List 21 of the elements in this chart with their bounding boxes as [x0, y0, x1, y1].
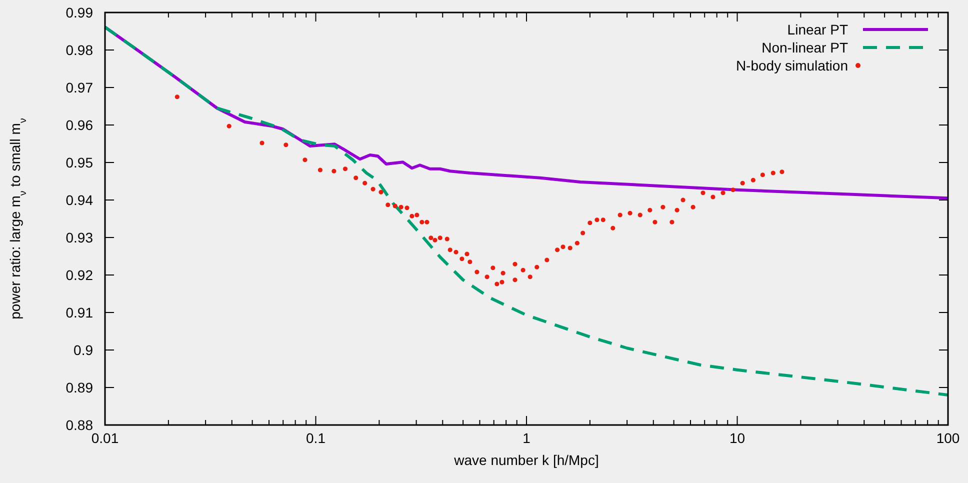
- legend-label: Linear PT: [787, 22, 848, 38]
- x-tick-label: 10: [729, 430, 746, 446]
- x-tick-label: 100: [936, 430, 960, 446]
- legend-label: N-body simulation: [736, 58, 848, 74]
- y-tick-label: 0.91: [66, 304, 94, 320]
- y-tick-label: 0.92: [66, 267, 94, 283]
- y-tick-label: 0.97: [66, 80, 94, 96]
- x-axis-title: wave number k [h/Mpc]: [453, 452, 599, 468]
- y-tick-label: 0.9: [74, 342, 94, 358]
- x-tick-label: 0.1: [306, 430, 326, 446]
- legend-label: Non-linear PT: [762, 40, 848, 56]
- y-tick-label: 0.93: [66, 230, 94, 246]
- x-tick-label: 0.01: [91, 430, 119, 446]
- y-tick-label: 0.95: [66, 154, 94, 170]
- y-tick-label: 0.96: [66, 117, 94, 133]
- y-tick-label: 0.99: [66, 4, 94, 20]
- y-tick-label: 0.88: [66, 417, 94, 433]
- x-tick-label: 1: [522, 430, 531, 446]
- y-tick-label: 0.89: [66, 380, 94, 396]
- y-tick-label: 0.98: [66, 42, 94, 58]
- y-tick-label: 0.94: [66, 192, 94, 208]
